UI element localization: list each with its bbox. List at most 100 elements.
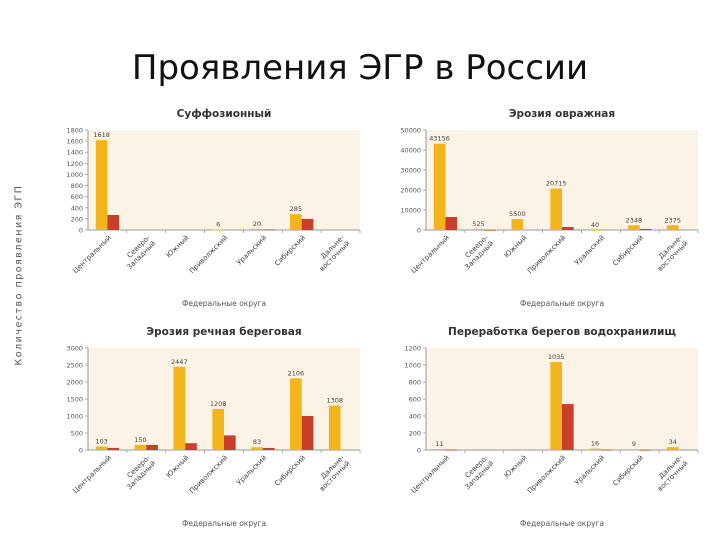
chart-3-data-label-4: 83 [253, 438, 261, 446]
chart-panel-3: Эрозия речная береговая 0 500 1000 1500 2000 2… [40, 318, 370, 530]
chart-2-data-label-3: 20715 [546, 180, 567, 188]
chart-3-data-label-5: 2106 [288, 369, 305, 377]
chart-1-x-tick-label-1: Северо-Западный [120, 233, 158, 271]
chart-2-y-tick-label-0: 0 [417, 227, 421, 235]
chart-1-y-tick-label-9: 1800 [66, 127, 83, 135]
chart-2-title: Эрозия овражная [509, 108, 615, 120]
chart-2-x-tick-label-5: Сибирский [611, 234, 645, 268]
chart-4-x-tick-label-2: Южный [503, 454, 529, 480]
chart-1-x-tick-label-3: Приволжский [188, 234, 229, 275]
chart-3-data-label-1: 150 [134, 436, 146, 444]
chart-4-bar-series1-3 [550, 362, 562, 450]
chart-2-y-tick-label-5: 50000 [400, 127, 421, 135]
chart-4-bar-series1-0 [433, 449, 446, 450]
chart-4-y-tick-label-0: 0 [417, 447, 421, 455]
chart-svg-3: Эрозия речная береговая 0 500 1000 1500 2000 2… [66, 326, 361, 528]
chart-4-x-tick-label-4: Уральский [573, 454, 606, 487]
chart-2-data-label-2: 5500 [509, 210, 526, 218]
chart-4-bar-series2-5 [639, 449, 652, 451]
chart-2-x-axis-label: Федеральные округа [520, 299, 604, 308]
chart-1-y-tick-label-1: 200 [71, 215, 83, 223]
chart-4-bar-series1-4 [589, 448, 601, 450]
chart-3-bar-series2-2 [185, 443, 197, 450]
chart-2-bar-series2-0 [445, 217, 458, 230]
chart-4-x-tick-label-0: Центральный [410, 454, 451, 495]
chart-2-data-label-6: 2375 [664, 216, 681, 224]
chart-3-y-tick-label-3: 1500 [66, 396, 83, 404]
chart-3-bar-series1-1 [134, 444, 147, 450]
chart-3-x-tick-label-1: Северо-Западный [120, 453, 158, 491]
chart-4-y-tick-label-3: 600 [409, 396, 421, 404]
chart-1-data-label-3: 6 [216, 221, 220, 229]
chart-2-bar-series1-1 [472, 228, 485, 230]
chart-4-y-tick-label-4: 800 [409, 379, 421, 387]
y-axis-title: Количество проявления ЭГП [6, 150, 32, 400]
chart-3-x-tick-label-2: Южный [165, 454, 191, 480]
chart-4-x-tick-label-3: Приволжский [526, 454, 567, 495]
chart-2-bar-series2-1 [484, 229, 496, 231]
chart-3-bar-series1-0 [95, 446, 108, 450]
chart-4-x-tick-label-6: Дальне-восточный [650, 453, 690, 493]
chart-3-y-tick-label-0: 0 [79, 447, 83, 455]
chart-3-bar-series2-1 [146, 444, 158, 450]
chart-3-data-label-6: 1308 [326, 397, 343, 405]
chart-1-bar-series1-4 [251, 228, 263, 230]
chart-2-data-label-1: 525 [472, 220, 484, 228]
chart-panel-2: Эрозия овражная 0 10000 20000 30000 40000 5000… [378, 100, 708, 310]
chart-1-y-tick-label-6: 1200 [66, 160, 83, 168]
chart-2-bar-series2-5 [639, 229, 652, 230]
chart-3-bar-series1-2 [173, 366, 186, 450]
chart-3-data-label-3: 1208 [210, 400, 227, 408]
chart-3-x-axis-label: Федеральные округа [182, 519, 266, 528]
chart-1-bar-series1-3 [212, 229, 224, 231]
chart-4-y-tick-label-1: 200 [409, 430, 421, 438]
chart-1-bar-series1-5 [290, 214, 302, 230]
chart-3-y-tick-label-2: 1000 [66, 413, 83, 421]
chart-3-y-tick-label-5: 2500 [66, 362, 83, 370]
chart-2-bar-series1-3 [550, 188, 562, 230]
chart-1-title: Суффозионный [177, 108, 272, 120]
chart-4-bar-series1-5 [628, 449, 640, 451]
chart-1-y-tick-label-8: 1600 [66, 138, 83, 146]
chart-2-bar-series1-2 [511, 219, 524, 230]
chart-1-y-tick-label-0: 0 [79, 227, 83, 235]
chart-3-data-label-2: 2447 [171, 358, 188, 366]
chart-3-bar-series1-5 [290, 378, 302, 450]
chart-2-bar-series1-5 [628, 225, 640, 230]
chart-1-data-label-0: 1618 [93, 131, 110, 139]
chart-3-data-label-0: 103 [95, 437, 107, 445]
chart-1-y-tick-label-7: 1400 [66, 149, 83, 157]
y-axis-title-text: Количество проявления ЭГП [13, 184, 25, 366]
chart-svg-1: Суффозионный 0 200 400 600 800 1000 1200 1400 160… [66, 108, 361, 308]
chart-1-x-axis-label: Федеральные округа [182, 299, 266, 308]
chart-1-y-tick-label-3: 600 [71, 193, 83, 201]
chart-1-y-tick-label-4: 800 [71, 182, 83, 190]
chart-2-y-tick-label-4: 40000 [400, 147, 421, 155]
chart-1-plot-area [88, 130, 360, 230]
chart-3-y-tick-label-4: 2000 [66, 379, 83, 387]
chart-3-x-tick-label-6: Дальне-восточный [312, 453, 352, 493]
chart-3-bar-series2-5 [301, 416, 314, 450]
chart-3-y-tick-label-1: 500 [71, 430, 83, 438]
chart-1-x-tick-label-2: Южный [165, 234, 191, 260]
chart-panel-1: Суффозионный 0 200 400 600 800 1000 1200 1400 160… [40, 100, 370, 310]
chart-panel-4: Переработка берегов водохранилищ 0 200 400 6… [378, 318, 708, 530]
chart-2-x-tick-label-2: Южный [503, 234, 529, 260]
chart-1-x-tick-label-5: Сибирский [273, 234, 307, 268]
chart-2-y-tick-label-3: 30000 [400, 167, 421, 175]
chart-2-x-tick-label-4: Уральский [573, 234, 606, 267]
chart-1-bar-series2-4 [262, 229, 275, 231]
chart-3-bar-series1-4 [251, 447, 263, 450]
slide-title: Проявления ЭГР в России [131, 48, 589, 88]
chart-3-x-tick-label-0: Центральный [72, 454, 113, 495]
chart-2-bar-series1-6 [666, 225, 679, 230]
chart-3-bar-series2-4 [262, 447, 275, 450]
chart-4-data-label-6: 34 [669, 438, 677, 446]
chart-4-x-tick-label-5: Сибирский [611, 454, 645, 488]
chart-2-x-tick-label-3: Приволжский [526, 234, 567, 275]
chart-2-bar-series2-3 [562, 227, 574, 230]
chart-4-data-label-4: 16 [591, 440, 599, 448]
chart-4-bar-series1-6 [666, 447, 679, 450]
chart-2-y-tick-label-1: 10000 [400, 207, 421, 215]
chart-1-bar-series2-5 [301, 218, 314, 230]
